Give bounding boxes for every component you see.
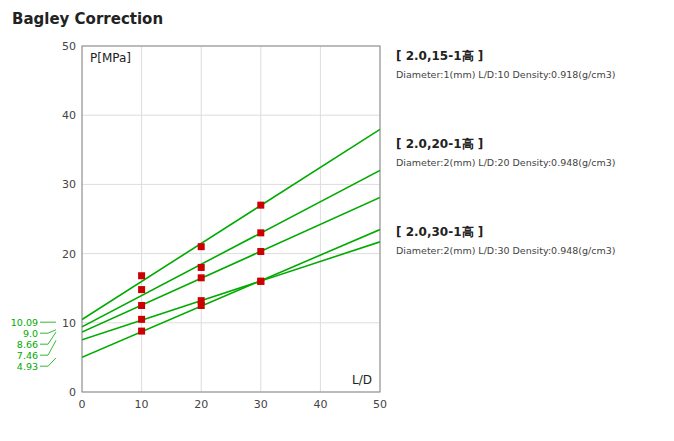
x-tick-label: 20 (194, 398, 208, 411)
grid-line-y (82, 184, 380, 185)
data-point (198, 264, 205, 271)
fit-line (82, 197, 380, 332)
plot-area (82, 46, 380, 392)
fit-line (82, 230, 380, 358)
intercept-leader (40, 358, 56, 366)
y-tick-label: 50 (62, 40, 76, 53)
intercept-label: 10.09 (11, 317, 38, 328)
y-tick-label: 0 (69, 386, 76, 399)
intercept-leader (40, 332, 56, 344)
intercept-leader (40, 330, 56, 333)
info-detail: Diameter:1(mm) L/D:10 Density:0.918(g/cm… (396, 69, 615, 80)
x-tick-label: 30 (254, 398, 268, 411)
data-point (138, 328, 145, 335)
info-detail: Diameter:2(mm) L/D:20 Density:0.948(g/cm… (396, 157, 615, 168)
data-point (198, 243, 205, 250)
y-tick-label: 10 (62, 317, 76, 330)
grid-line-x (320, 46, 321, 392)
y-tick-label: 20 (62, 248, 76, 261)
data-point (198, 274, 205, 281)
intercept-label: 7.46 (17, 350, 38, 361)
info-panel: [ 2.0,15-1高 ] Diameter:1(mm) L/D:10 Densi… (396, 49, 615, 256)
grid-line-x (201, 46, 202, 392)
data-point (257, 278, 264, 285)
info-heading: [ 2.0,30-1高 ] (396, 225, 483, 239)
grid-line-x (260, 46, 261, 392)
y-tick-label: 40 (62, 109, 76, 122)
x-tick-label: 10 (135, 398, 149, 411)
grid-line-y (82, 253, 380, 254)
intercept-label: 9.0 (23, 328, 38, 339)
grid (82, 46, 380, 392)
grid-line-y (82, 322, 380, 323)
data-layer (82, 129, 380, 357)
data-point (138, 316, 145, 323)
data-point (257, 229, 264, 236)
x-axis-label: L/D (352, 373, 372, 387)
chart: Bagley Correction 0 10 20 30 40 50 0 10 20 30 40 50 P… (0, 0, 674, 441)
y-axis-label: P[MPa] (90, 51, 131, 65)
info-heading: [ 2.0,20-1高 ] (396, 137, 483, 151)
data-point (138, 302, 145, 309)
data-point (257, 278, 264, 285)
fit-line (82, 242, 380, 340)
intercept-label: 4.93 (17, 361, 38, 372)
y-tick-label: 30 (62, 178, 76, 191)
x-tick-label: 40 (313, 398, 327, 411)
intercept-label: 8.66 (17, 339, 38, 350)
info-heading: [ 2.0,15-1高 ] (396, 49, 483, 63)
x-tick-label: 50 (373, 398, 387, 411)
title: Bagley Correction (12, 10, 163, 28)
data-point (198, 302, 205, 309)
info-detail: Diameter:2(mm) L/D:30 Density:0.948(g/cm… (396, 245, 615, 256)
data-point (138, 272, 145, 279)
intercept-labels: 10.099.08.667.464.93 (11, 317, 56, 372)
data-point (257, 202, 264, 209)
intercept-leader (40, 340, 56, 355)
x-tick-label: 0 (79, 398, 86, 411)
data-point (138, 286, 145, 293)
plot-frame (82, 46, 380, 392)
grid-line-y (82, 115, 380, 116)
grid-line-x (141, 46, 142, 392)
data-point (257, 248, 264, 255)
intercept-leader (40, 322, 56, 323)
